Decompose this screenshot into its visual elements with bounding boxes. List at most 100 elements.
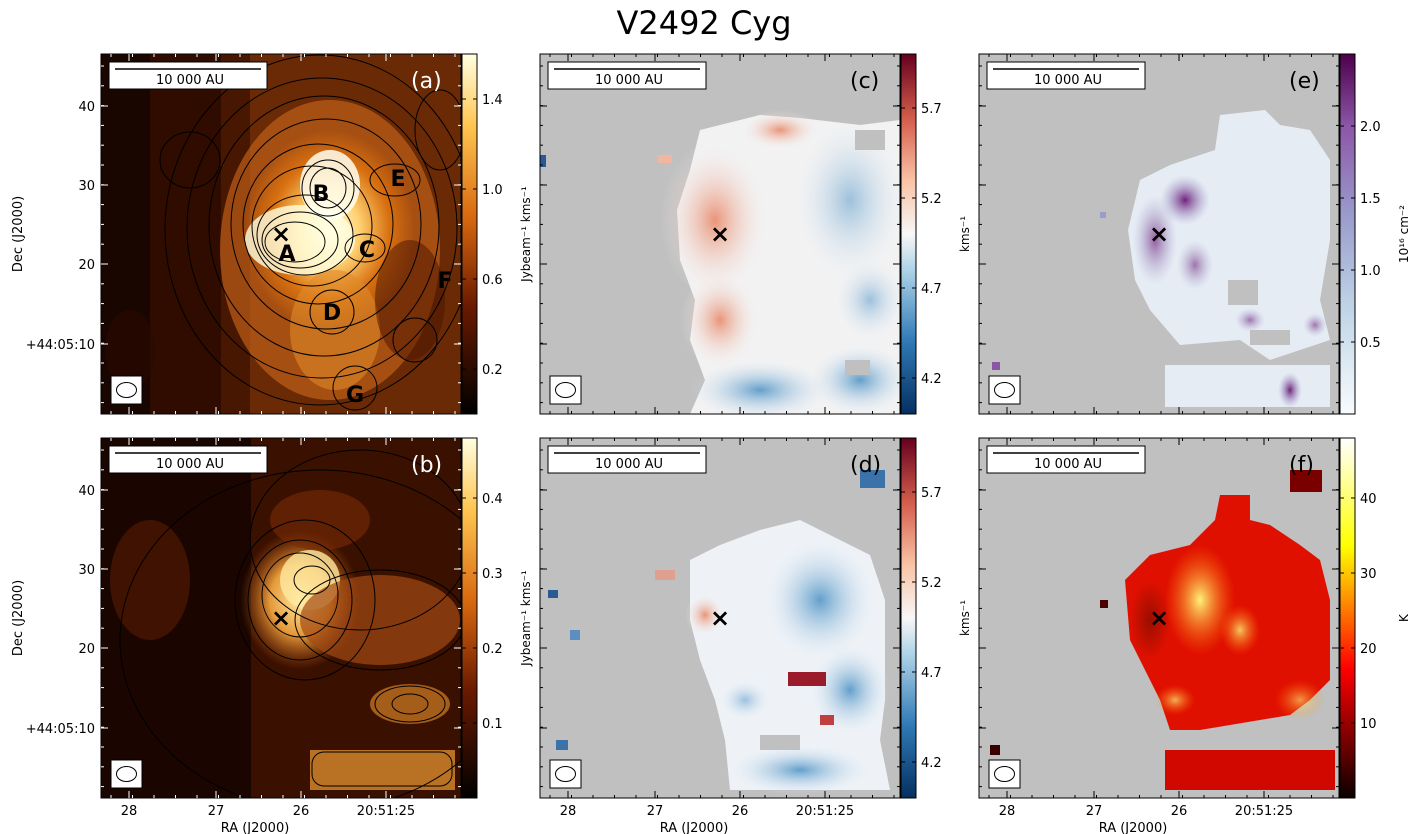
colorbar-tick-label: 1.0 — [482, 183, 503, 198]
colorbar — [900, 437, 917, 799]
panel-a-source-labels: A B C D E F G — [278, 167, 452, 408]
panel-letter: (b) — [411, 453, 442, 478]
panel-letter: (d) — [850, 453, 881, 478]
beam-ellipse — [994, 766, 1015, 782]
scale-bar-box — [547, 445, 707, 474]
x-tick-label: 20:51:25 — [357, 804, 415, 819]
panel-frame — [978, 53, 1340, 415]
panel-a-overlay: 40 30 20 +44:05:10 Dec (J2000) 10 000 AU (a) × 0… — [11, 53, 533, 415]
colorbar-tick-label: 0.5 — [1360, 336, 1381, 351]
scale-bar-label: 10 000 AU — [156, 73, 224, 88]
source-label-g: G — [346, 383, 364, 408]
colorbar — [900, 53, 917, 415]
colorbar-tick-label: 5.2 — [921, 192, 942, 207]
panel-c-image — [540, 54, 900, 414]
x-tick-label: 28 — [121, 804, 138, 819]
figure-title: V2492 Cyg — [616, 4, 792, 42]
y-tick-label: 30 — [78, 563, 95, 578]
beam-ellipse — [116, 382, 137, 398]
colorbar-tick-label: 2.0 — [1360, 120, 1381, 135]
colorbar-tick-label: 1.0 — [1360, 264, 1381, 279]
y-axis-label: Dec (J2000) — [11, 196, 26, 272]
panel-letter: (a) — [411, 69, 442, 94]
scale-bar-label: 10 000 AU — [595, 73, 663, 88]
colorbar-tick-label: 4.7 — [921, 666, 942, 681]
y-axis-label: Dec (J2000) — [11, 580, 26, 656]
colorbar-tick-label: 0.2 — [482, 363, 503, 378]
x-axis-label: RA (J2000) — [1099, 821, 1168, 834]
panel-e-overlay: 10 000 AU (e) × 0.5 1.0 1.5 2.0 10¹⁶ cm⁻² — [978, 53, 1408, 415]
beam-box — [549, 759, 582, 789]
beam-ellipse — [116, 766, 137, 782]
colorbar-tick-label: 0.4 — [482, 492, 503, 507]
beam-box — [110, 375, 143, 405]
panel-frame — [100, 437, 462, 799]
x-tick-label: 20:51:25 — [796, 804, 854, 819]
colorbar-tick-label: 40 — [1360, 492, 1377, 507]
beam-ellipse — [555, 382, 576, 398]
source-marker: × — [271, 220, 291, 248]
x-tick-label: 26 — [1171, 804, 1188, 819]
panel-b-contours — [119, 449, 461, 798]
colorbar-label: 10¹⁶ cm⁻² — [1397, 205, 1408, 263]
colorbar — [461, 53, 478, 415]
panel-b-image — [101, 438, 461, 798]
colorbar-tick-label: 30 — [1360, 567, 1377, 582]
colorbar-tick-label: 5.7 — [921, 486, 942, 501]
scale-bar-label: 10 000 AU — [1034, 73, 1102, 88]
colorbar-label: K — [1397, 613, 1408, 622]
beam-box — [110, 759, 143, 789]
source-label-f: F — [437, 269, 452, 294]
colorbar — [461, 437, 478, 799]
scale-bar-box — [547, 61, 707, 90]
source-label-a: A — [278, 242, 295, 267]
colorbar-label: Jybeam⁻¹ kms⁻¹ — [519, 186, 533, 283]
y-tick-label: 30 — [78, 179, 95, 194]
scale-bar-label: 10 000 AU — [156, 457, 224, 472]
colorbar-label: Jybeam⁻¹ kms⁻¹ — [519, 570, 533, 667]
colorbar-label: kms⁻¹ — [958, 600, 972, 636]
x-tick-label: 26 — [732, 804, 749, 819]
source-label-c: C — [359, 238, 375, 263]
colorbar — [1339, 437, 1356, 799]
colorbar-tick-label: 4.2 — [921, 756, 942, 771]
y-tick-label: 40 — [78, 484, 95, 499]
panel-d-overlay: 28 27 26 20:51:25 RA (J2000) 10 000 AU (d) × 4.2… — [539, 437, 972, 834]
panel-a-image — [101, 54, 461, 414]
x-tick-label: 27 — [208, 804, 225, 819]
colorbar-tick-label: 0.3 — [482, 567, 503, 582]
panel-f-image — [979, 438, 1339, 798]
y-tick-label: 40 — [78, 100, 95, 115]
beam-box — [988, 759, 1021, 789]
panel-f-overlay: 28 27 26 20:51:25 RA (J2000) 10 000 AU (f) × 10 2… — [978, 437, 1408, 834]
colorbar-tick-label: 4.7 — [921, 282, 942, 297]
colorbar — [1339, 53, 1356, 415]
scale-bar-box — [108, 445, 268, 474]
source-marker: × — [271, 604, 291, 632]
scale-bar-label: 10 000 AU — [595, 457, 663, 472]
beam-box — [549, 375, 582, 405]
colorbar-tick-label: 1.5 — [1360, 192, 1381, 207]
beam-ellipse — [555, 766, 576, 782]
colorbar-tick-label: 5.7 — [921, 102, 942, 117]
x-tick-label: 26 — [293, 804, 310, 819]
panel-frame — [100, 53, 462, 415]
x-tick-label: 20:51:25 — [1235, 804, 1293, 819]
x-tick-label: 28 — [999, 804, 1016, 819]
panel-c-overlay: 10 000 AU (c) × 4.2 4.7 5.2 5.7 kms⁻¹ — [539, 53, 972, 415]
scale-bar-box — [986, 61, 1146, 90]
panel-frame — [539, 53, 901, 415]
source-label-b: B — [313, 182, 330, 207]
source-marker: × — [1149, 604, 1169, 632]
scale-bar-box — [108, 61, 268, 90]
panel-e-image — [979, 54, 1339, 414]
source-label-e: E — [390, 167, 405, 192]
colorbar-tick-label: 5.2 — [921, 576, 942, 591]
panel-d-image — [540, 438, 900, 798]
panel-letter: (f) — [1289, 453, 1314, 478]
panel-frame — [539, 437, 901, 799]
colorbar-tick-label: 0.2 — [482, 642, 503, 657]
panel-letter: (c) — [850, 69, 879, 94]
colorbar-tick-label: 4.2 — [921, 372, 942, 387]
